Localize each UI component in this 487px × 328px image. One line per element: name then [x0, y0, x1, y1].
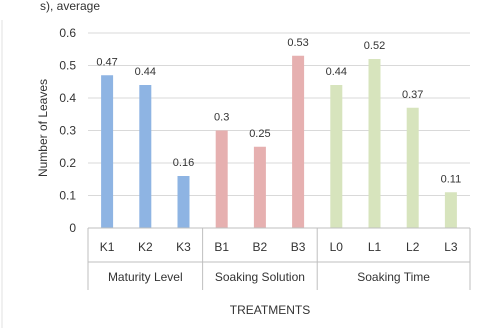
- bar-l0: [330, 85, 343, 228]
- group-label: Soaking Solution: [215, 270, 305, 284]
- x-tick-label: K2: [138, 240, 153, 254]
- y-axis-title: Number of Leaves: [36, 79, 50, 177]
- data-label-l1: 0.52: [364, 40, 385, 52]
- data-label-l3: 0.11: [441, 173, 462, 185]
- gridlines: [88, 32, 470, 196]
- y-tick-label: 0.3: [59, 124, 76, 138]
- y-tick-labels: 0 0.1 0.2 0.3 0.4 0.5 0.6: [59, 26, 76, 235]
- bar-b2: [253, 146, 266, 228]
- bar-l2: [406, 107, 419, 228]
- y-tick-label: 0: [69, 221, 76, 235]
- data-label-l0: 0.44: [326, 66, 347, 78]
- x-axis-title: TREATMENTS: [230, 303, 310, 317]
- data-label-l2: 0.37: [402, 89, 423, 101]
- x-tick-label: B2: [253, 240, 268, 254]
- y-tick-label: 0.6: [59, 26, 76, 40]
- bar-b3: [292, 55, 305, 228]
- bar-l1: [368, 59, 381, 228]
- group-label: Maturity Level: [108, 270, 183, 284]
- data-label-b1: 0.3: [214, 112, 229, 124]
- data-label-k3: 0.16: [173, 157, 194, 169]
- y-tick-label: 0.4: [59, 91, 76, 105]
- bar-k1: [101, 75, 114, 228]
- bar-l3: [444, 192, 457, 228]
- group-label: Soaking Time: [357, 270, 430, 284]
- x-tick-label: K3: [176, 240, 191, 254]
- data-label-k1: 0.47: [96, 56, 117, 68]
- x-tick-label: K1: [100, 240, 115, 254]
- x-tick-label: L2: [406, 240, 420, 254]
- bars: [101, 55, 457, 228]
- data-label-k2: 0.44: [135, 66, 156, 78]
- x-tick-label: L0: [330, 240, 344, 254]
- x-tick-label: B1: [214, 240, 229, 254]
- data-label-b3: 0.53: [287, 37, 308, 49]
- x-tick-label: L3: [444, 240, 458, 254]
- y-tick-label: 0.5: [59, 59, 76, 73]
- y-tick-label: 0.2: [59, 156, 76, 170]
- bar-k2: [139, 85, 152, 228]
- x-tick-label: L1: [368, 240, 382, 254]
- bar-k3: [177, 176, 190, 228]
- y-tick-label: 0.1: [59, 189, 76, 203]
- data-labels: 0.47 0.44 0.16 0.3 0.25 0.53 0.44 0.52 0.37 0.11: [96, 37, 461, 186]
- bar-b1: [215, 130, 228, 228]
- group-labels: Maturity Level Soaking Solution Soaking Ti…: [87, 228, 471, 290]
- x-tick-label: B3: [291, 240, 306, 254]
- data-label-b2: 0.25: [249, 128, 270, 140]
- header-fragment: s), average: [40, 0, 100, 13]
- x-tick-labels: K1 K2 K3 B1 B2 B3 L0 L1 L2 L3: [100, 240, 458, 254]
